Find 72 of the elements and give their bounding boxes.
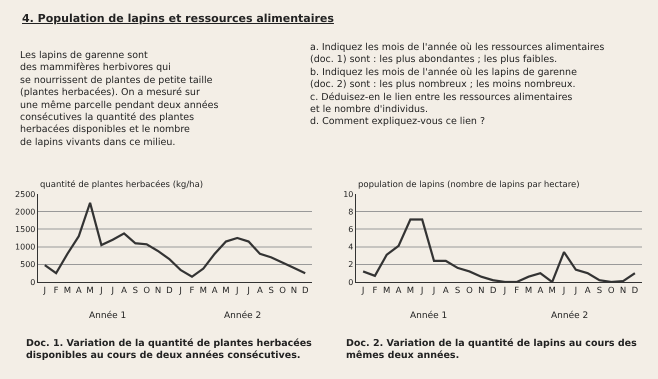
- chart-title: 4. Population de lapins et ressources alimentaires: [22, 12, 334, 25]
- y-tick-label: 8: [348, 207, 354, 216]
- text: Année 1: [410, 310, 448, 321]
- x-tick-label: J: [42, 286, 46, 296]
- x-tick-label: D: [490, 286, 497, 296]
- chart-subtitle: Les lapins de garenne sont des mammifères herbivores qui se nourrissent de plantes de petite taille (plantes herbacées). On a mesuré sur une même parcelle pendant deux années consécutives la quantité des plantes herbacées disponibles et le nombre de lapins vivants dans ce milieu.: [20, 50, 220, 150]
- x-tick-label: A: [257, 286, 264, 296]
- x-tick-label: J: [502, 286, 506, 296]
- x-tick-label: J: [360, 286, 364, 296]
- y-tick-label: 2500: [15, 190, 36, 199]
- y-tick-label: 500: [20, 260, 36, 270]
- x-tick-label: A: [396, 286, 402, 296]
- x-tick-label: A: [121, 286, 128, 296]
- x-tick-label: D: [166, 286, 174, 296]
- x-tick-label: D: [302, 286, 309, 296]
- x-tick-label: M: [222, 286, 230, 296]
- x-tick-label: J: [235, 286, 239, 296]
- x-tick-label: J: [178, 286, 182, 296]
- x-tick-label: A: [212, 286, 218, 296]
- x-tick-label: A: [442, 286, 449, 296]
- y-tick-label: 6: [348, 225, 354, 234]
- x-tick-label: A: [76, 286, 82, 296]
- x-tick-label: S: [596, 286, 602, 296]
- x-tick-label: J: [246, 286, 250, 296]
- x-tick-label: F: [372, 286, 378, 296]
- y-tick-label: 2000: [15, 207, 36, 216]
- x-tick-label: O: [608, 286, 615, 296]
- x-tick-label: N: [620, 286, 626, 296]
- text: Année 1: [89, 310, 126, 321]
- y-axis-title: quantité de plantes herbacées (kg/ha): [40, 180, 204, 190]
- x-tick-label: F: [514, 286, 520, 296]
- x-tick-label: F: [54, 286, 59, 296]
- x-tick-label: O: [143, 286, 150, 296]
- x-tick-label: O: [279, 286, 286, 296]
- x-tick-label: M: [524, 286, 532, 296]
- y-tick-label: 0: [30, 278, 36, 287]
- y-tick-label: 2: [348, 260, 354, 270]
- text: Doc. 1. Variation de la quantité de plantes herbacées disponibles au cours de deux années consécutives.: [26, 338, 313, 362]
- x-tick-label: M: [548, 286, 556, 296]
- text: Année 2: [551, 310, 588, 321]
- x-tick-label: J: [99, 286, 103, 296]
- x-tick-label: N: [154, 286, 162, 296]
- x-tick-label: J: [562, 286, 566, 296]
- text: Année 2: [224, 310, 262, 321]
- y-tick-label: 0: [348, 278, 354, 287]
- x-tick-label: N: [478, 286, 484, 296]
- y-tick-label: 10: [343, 190, 354, 199]
- y-tick-label: 1500: [15, 225, 36, 234]
- x-tick-label: N: [290, 286, 298, 296]
- x-tick-label: M: [383, 286, 390, 296]
- x-tick-label: A: [584, 286, 591, 296]
- x-tick-label: J: [420, 286, 424, 296]
- chart-subtitle: a. Indiquez les mois de l'année où les ressources alimentaires (doc. 1) sont : les plus abondantes ; les plus faibles. b. Indiquez les mois de l'année où les lapins de garenne (doc. 2) sont : les plus nombreux ; les moins nombreux. c. Déduisez-en le lien entre les ressources alimentaires et le nombre d'individus. d. Comment expliquez-vous ce lien ?: [310, 42, 606, 129]
- y-tick-label: 4: [348, 242, 354, 252]
- y-tick-label: 1000: [15, 242, 36, 252]
- x-tick-label: J: [110, 286, 114, 296]
- x-tick-label: F: [190, 286, 195, 296]
- x-tick-label: D: [632, 286, 639, 296]
- y-axis-title: population de lapins (nombre de lapins par hectare): [358, 180, 580, 190]
- x-tick-label: S: [268, 286, 274, 296]
- x-tick-label: M: [200, 286, 207, 296]
- x-tick-label: A: [537, 286, 544, 296]
- x-tick-label: S: [454, 286, 460, 296]
- x-tick-label: M: [86, 286, 94, 296]
- text: Doc. 2. Variation de la quantité de lapins au cours des mêmes deux années.: [346, 338, 638, 362]
- x-tick-label: O: [466, 286, 474, 296]
- x-tick-label: J: [432, 286, 436, 296]
- line-series: [44, 202, 306, 278]
- x-tick-label: S: [132, 286, 138, 296]
- x-tick-label: J: [574, 286, 578, 296]
- x-tick-label: M: [64, 286, 72, 296]
- x-tick-label: M: [406, 286, 414, 296]
